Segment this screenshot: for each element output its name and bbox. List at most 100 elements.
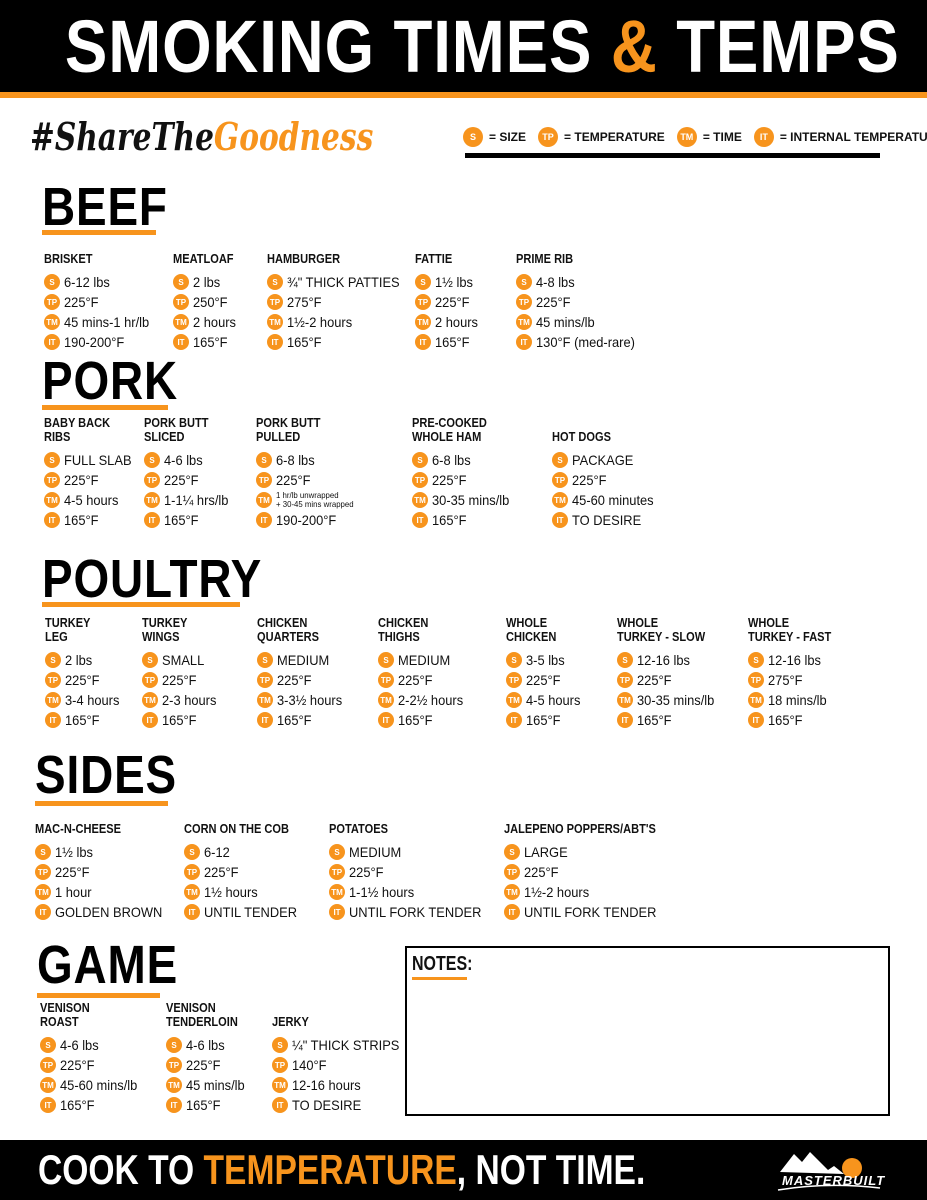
legend: S = SIZE TP = TEMPERATURE TM = TIME IT = INTERN… bbox=[463, 127, 927, 147]
item-name-line: WHOLE bbox=[506, 615, 548, 630]
logo-text: MASTERBUILT bbox=[782, 1173, 886, 1188]
notes-underline bbox=[412, 977, 467, 980]
value: 45 mins-1 hr/lb bbox=[64, 314, 150, 330]
value: 1½ hours bbox=[204, 884, 258, 900]
s-icon: S bbox=[142, 652, 158, 668]
tm-icon: TM bbox=[184, 884, 200, 900]
value: 3-5 lbs bbox=[526, 652, 565, 668]
item-name: PORK BUTT SLICED bbox=[144, 414, 221, 444]
section-heading: PORK bbox=[42, 351, 179, 411]
it-icon: IT bbox=[45, 712, 61, 728]
tp-icon: TP bbox=[45, 672, 61, 688]
tp-icon: TP bbox=[142, 672, 158, 688]
value: 1-1½ hours bbox=[349, 884, 415, 900]
s-icon: S bbox=[44, 274, 60, 290]
item-size: S 3-5 lbs bbox=[506, 650, 585, 670]
item-internal-temp: IT 165°F bbox=[144, 510, 234, 530]
item-name-line: PRIME RIB bbox=[516, 251, 574, 266]
item-internal-temp: IT 190-200°F bbox=[44, 332, 157, 352]
value: 12-16 lbs bbox=[768, 652, 821, 668]
it-icon: IT bbox=[753, 127, 774, 147]
recipe-item: CHICKEN QUARTERS S MEDIUM TP 225°F TM 3-3½ hour… bbox=[257, 614, 348, 730]
it-icon: IT bbox=[44, 334, 60, 350]
value: 190-200°F bbox=[64, 334, 125, 350]
value: 165°F bbox=[186, 1097, 221, 1113]
tm-icon: TM bbox=[617, 692, 633, 708]
item-time: TM 2 hours bbox=[173, 312, 244, 332]
item-name-line: POTATOES bbox=[329, 821, 388, 836]
s-icon: S bbox=[272, 1037, 288, 1053]
tp-icon: TP bbox=[415, 294, 431, 310]
value: 250°F bbox=[193, 294, 228, 310]
item-name-line: PORK BUTT bbox=[256, 415, 321, 430]
item-name: MEATLOAF bbox=[173, 236, 234, 266]
recipe-item: WHOLE TURKEY - SLOW S 12-16 lbs TP 225°F TM 30-… bbox=[617, 614, 721, 730]
item-internal-temp: IT TO DESIRE bbox=[272, 1095, 409, 1115]
value: 225°F bbox=[435, 294, 470, 310]
item-time: TM 45-60 mins/lb bbox=[40, 1075, 144, 1095]
it-icon: IT bbox=[267, 334, 283, 350]
recipe-item: FATTIE S 1½ lbs TP 225°F TM 2 hours IT 165°F bbox=[415, 236, 482, 352]
slogan-part: , NOT TIME. bbox=[456, 1146, 646, 1193]
title-part: SMOKING TIMES bbox=[64, 5, 611, 88]
s-icon: S bbox=[552, 452, 568, 468]
tm-icon: TM bbox=[44, 314, 60, 330]
section-heading: POULTRY bbox=[42, 549, 263, 609]
item-internal-temp: IT 165°F bbox=[40, 1095, 144, 1115]
value: 2 lbs bbox=[65, 652, 93, 668]
item-time: TM 2 hours bbox=[415, 312, 482, 332]
s-icon: S bbox=[184, 844, 200, 860]
tp-icon: TP bbox=[552, 472, 568, 488]
tm-icon: TM bbox=[676, 127, 697, 147]
tp-icon: TP bbox=[257, 672, 273, 688]
header-bar bbox=[0, 0, 927, 98]
item-internal-temp: IT 165°F bbox=[412, 510, 516, 530]
item-name-line: VENISON bbox=[40, 1000, 90, 1015]
tm-icon: TM bbox=[166, 1077, 182, 1093]
value: 18 mins/lb bbox=[768, 692, 827, 708]
item-internal-temp: IT TO DESIRE bbox=[552, 510, 661, 530]
tp-icon: TP bbox=[256, 472, 272, 488]
tm-icon: TM bbox=[144, 492, 160, 508]
it-icon: IT bbox=[617, 712, 633, 728]
it-icon: IT bbox=[257, 712, 273, 728]
item-size: S MEDIUM bbox=[329, 842, 493, 862]
value: 2-2½ hours bbox=[398, 692, 464, 708]
value: 165°F bbox=[398, 712, 433, 728]
value: 165°F bbox=[60, 1097, 95, 1113]
tp-icon: TP bbox=[184, 864, 200, 880]
item-name: VENISON ROAST bbox=[40, 999, 128, 1029]
item-name: PORK BUTT PULLED bbox=[256, 414, 345, 444]
value: 225°F bbox=[162, 672, 197, 688]
value: 225°F bbox=[572, 472, 607, 488]
it-icon: IT bbox=[166, 1097, 182, 1113]
item-name: JERKY bbox=[272, 999, 388, 1029]
item-name-line: WHOLE bbox=[748, 615, 790, 630]
notes-box[interactable] bbox=[405, 946, 890, 1116]
s-icon: S bbox=[617, 652, 633, 668]
value: 1½ lbs bbox=[435, 274, 473, 290]
item-name: PRIME RIB bbox=[516, 236, 624, 266]
it-icon: IT bbox=[40, 1097, 56, 1113]
item-internal-temp: IT 165°F bbox=[173, 332, 244, 352]
item-temperature: TP 225°F bbox=[40, 1055, 144, 1075]
item-name-line: ROAST bbox=[40, 1014, 79, 1029]
s-icon: S bbox=[35, 844, 51, 860]
it-icon: IT bbox=[506, 712, 522, 728]
tm-icon: TM bbox=[142, 692, 158, 708]
recipe-item: BRISKET S 6-12 lbs TP 225°F TM 45 mins-1 hr/lb… bbox=[44, 236, 157, 352]
item-temperature: TP 225°F bbox=[144, 470, 234, 490]
value: 165°F bbox=[193, 334, 228, 350]
value: 225°F bbox=[65, 672, 100, 688]
value: 2 hours bbox=[435, 314, 478, 330]
value: 225°F bbox=[432, 472, 467, 488]
s-icon: S bbox=[378, 652, 394, 668]
item-name: PRE-COOKED WHOLE HAM bbox=[412, 414, 500, 444]
item-name: TURKEY WINGS bbox=[142, 614, 209, 644]
value: 4-8 lbs bbox=[536, 274, 575, 290]
item-size: S 6-12 bbox=[184, 842, 308, 862]
item-internal-temp: IT 165°F bbox=[44, 510, 137, 530]
item-size: S 12-16 lbs bbox=[617, 650, 721, 670]
